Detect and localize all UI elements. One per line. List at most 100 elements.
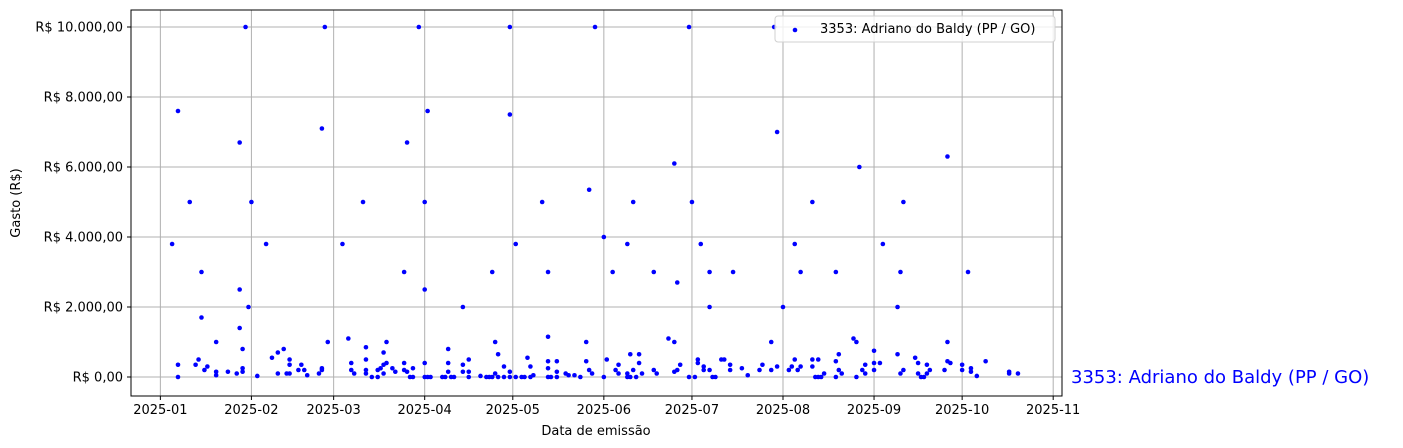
- data-point: [325, 339, 331, 345]
- data-point: [363, 367, 369, 373]
- data-point: [965, 269, 971, 275]
- data-point: [545, 358, 551, 364]
- x-tick-label: 2025-08: [756, 403, 810, 418]
- data-point: [445, 360, 451, 366]
- data-point: [381, 350, 386, 355]
- data-point: [974, 373, 980, 379]
- data-point: [616, 362, 621, 368]
- data-point: [745, 372, 751, 378]
- data-point: [616, 371, 621, 376]
- data-point: [348, 360, 354, 366]
- y-axis-label: Gasto (R$): [9, 168, 24, 237]
- x-tick-label: 2025-09: [847, 403, 901, 418]
- data-point: [721, 357, 727, 362]
- data-point: [363, 344, 369, 350]
- data-point: [169, 241, 175, 247]
- data-point: [489, 269, 495, 275]
- data-point: [854, 374, 859, 380]
- data-point: [213, 339, 219, 345]
- data-point: [246, 304, 251, 310]
- data-point: [625, 371, 630, 376]
- data-point: [501, 374, 507, 380]
- data-point: [839, 371, 845, 376]
- data-point: [281, 346, 287, 352]
- legend-box: [774, 15, 1056, 43]
- data-point: [428, 374, 433, 380]
- x-tick-label: 2025-06: [577, 403, 631, 418]
- data-point: [384, 360, 389, 366]
- data-point: [983, 358, 988, 364]
- data-point: [795, 367, 800, 373]
- data-point: [701, 367, 706, 373]
- data-point: [384, 339, 389, 345]
- data-point: [466, 369, 472, 375]
- data-point: [240, 346, 245, 352]
- data-point: [877, 360, 883, 366]
- data-point: [945, 154, 950, 159]
- data-point: [489, 374, 495, 380]
- data-point: [351, 371, 357, 376]
- data-point: [1006, 369, 1012, 375]
- data-point: [636, 360, 642, 366]
- data-point: [583, 358, 589, 364]
- data-point: [225, 369, 231, 375]
- data-point: [199, 315, 204, 320]
- data-point: [730, 269, 736, 275]
- data-point: [792, 357, 798, 362]
- data-point: [959, 367, 965, 373]
- data-point: [287, 371, 292, 376]
- data-point: [363, 357, 369, 362]
- data-point: [301, 367, 307, 373]
- grid: [131, 10, 1062, 396]
- data-point: [633, 374, 639, 380]
- data-point: [627, 351, 633, 357]
- data-point: [237, 287, 242, 292]
- data-point: [968, 365, 974, 371]
- data-point: [604, 357, 610, 362]
- data-point: [175, 374, 181, 380]
- data-point: [340, 241, 345, 247]
- data-point: [507, 112, 513, 117]
- data-point: [554, 369, 560, 375]
- data-point: [404, 369, 410, 375]
- data-point: [322, 24, 328, 30]
- data-point: [528, 364, 533, 369]
- plot-frame: [130, 9, 1063, 397]
- data-point: [240, 369, 245, 375]
- data-point: [871, 367, 877, 373]
- x-tick-label: 2025-02: [224, 403, 278, 418]
- x-axis-label: Data de emissão: [541, 424, 650, 439]
- data-point: [707, 367, 712, 373]
- y-tick-label: R$ 4.000,00: [44, 231, 123, 246]
- data-point: [968, 369, 974, 375]
- data-points: [169, 24, 1021, 380]
- data-point: [686, 374, 692, 380]
- data-point: [175, 362, 181, 368]
- data-point: [586, 187, 592, 193]
- data-point: [495, 374, 501, 380]
- data-point: [636, 351, 642, 357]
- data-point: [901, 367, 906, 373]
- data-point: [945, 339, 950, 345]
- data-point: [942, 367, 947, 373]
- data-point: [196, 357, 201, 362]
- data-point: [871, 360, 877, 366]
- data-point: [898, 269, 903, 275]
- y-tick-label: R$ 0,00: [73, 370, 123, 385]
- data-point: [451, 374, 457, 380]
- data-point: [798, 364, 803, 369]
- data-point: [416, 24, 422, 30]
- data-point: [789, 364, 795, 369]
- data-point: [304, 372, 310, 378]
- data-point: [1015, 371, 1021, 376]
- data-point: [545, 365, 551, 371]
- data-point: [927, 367, 933, 373]
- data-point: [701, 364, 706, 369]
- data-point: [713, 374, 718, 380]
- data-point: [566, 372, 571, 378]
- data-point: [193, 362, 198, 368]
- x-tick-label: 2025-04: [398, 403, 452, 418]
- data-point: [912, 355, 918, 361]
- data-point: [818, 374, 824, 380]
- data-point: [404, 140, 410, 145]
